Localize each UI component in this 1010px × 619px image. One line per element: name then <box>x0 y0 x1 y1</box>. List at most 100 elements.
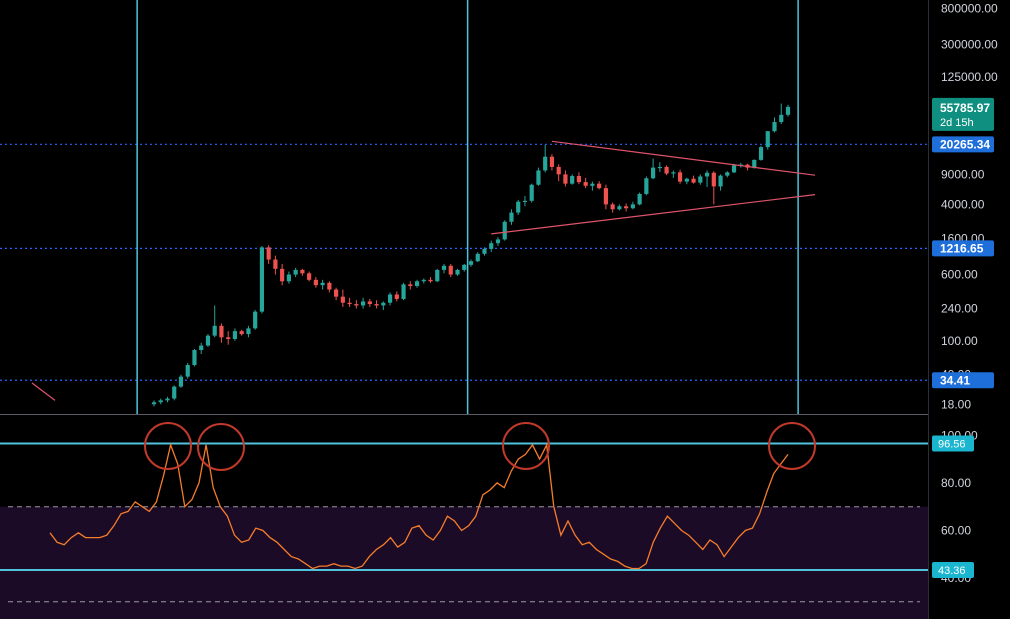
candle-33[interactable] <box>367 298 372 307</box>
candle-body <box>704 172 710 177</box>
candle-11[interactable] <box>219 323 224 343</box>
candle-64[interactable] <box>576 172 582 185</box>
candle-2[interactable] <box>158 398 163 405</box>
candle-31[interactable] <box>354 300 359 309</box>
candle-15[interactable] <box>246 325 251 338</box>
candle-17[interactable] <box>259 245 265 314</box>
candle-81[interactable] <box>691 175 696 184</box>
candle-54[interactable] <box>509 209 514 225</box>
candle-67[interactable] <box>597 181 602 190</box>
candle-77[interactable] <box>664 165 669 176</box>
candle-62[interactable] <box>563 170 568 187</box>
candle-46[interactable] <box>455 268 460 276</box>
candle-10[interactable] <box>212 305 217 338</box>
candle-51[interactable] <box>489 240 494 253</box>
candlestick-series[interactable] <box>151 103 791 407</box>
candle-4[interactable] <box>172 385 177 401</box>
candle-72[interactable] <box>630 201 635 210</box>
candle-3[interactable] <box>165 396 170 403</box>
candle-1[interactable] <box>151 400 157 407</box>
candle-26[interactable] <box>320 279 325 290</box>
candle-66[interactable] <box>590 181 595 191</box>
candle-19[interactable] <box>273 255 278 275</box>
candle-56[interactable] <box>522 196 528 207</box>
candle-16[interactable] <box>253 310 258 330</box>
candle-30[interactable] <box>347 297 352 307</box>
candle-35[interactable] <box>381 301 386 311</box>
candle-14[interactable] <box>239 329 244 336</box>
candle-76[interactable] <box>657 162 662 172</box>
candle-22[interactable] <box>293 267 298 278</box>
candle-5[interactable] <box>178 374 184 388</box>
candle-84[interactable] <box>711 171 716 205</box>
candle-40[interactable] <box>414 279 420 288</box>
candle-59[interactable] <box>543 144 548 173</box>
candle-36[interactable] <box>387 292 393 306</box>
candle-44[interactable] <box>441 263 447 274</box>
candle-85[interactable] <box>718 174 723 191</box>
candle-58[interactable] <box>536 167 541 186</box>
candle-53[interactable] <box>502 220 507 241</box>
candle-91[interactable] <box>758 145 764 161</box>
candle-50[interactable] <box>482 247 487 256</box>
candle-27[interactable] <box>327 281 332 293</box>
candle-13[interactable] <box>232 328 238 341</box>
candle-21[interactable] <box>286 271 291 284</box>
candle-95[interactable] <box>785 104 791 117</box>
candle-74[interactable] <box>644 176 649 196</box>
candle-68[interactable] <box>603 184 608 210</box>
candle-80[interactable] <box>684 177 689 185</box>
current-price-value: 55785.97 <box>940 101 990 115</box>
candle-93[interactable] <box>772 117 777 133</box>
candle-body <box>199 345 204 351</box>
candle-28[interactable] <box>334 287 339 301</box>
candle-37[interactable] <box>394 291 399 302</box>
candle-83[interactable] <box>704 170 710 187</box>
candle-71[interactable] <box>624 203 629 212</box>
candle-52[interactable] <box>495 237 501 246</box>
candle-43[interactable] <box>435 268 440 283</box>
candle-79[interactable] <box>677 169 683 184</box>
candle-23[interactable] <box>300 268 305 276</box>
candle-49[interactable] <box>475 252 480 263</box>
candle-65[interactable] <box>583 177 588 189</box>
candle-body <box>212 325 217 336</box>
candle-57[interactable] <box>529 183 534 203</box>
candle-94[interactable] <box>779 103 784 125</box>
candle-63[interactable] <box>570 174 575 185</box>
candle-55[interactable] <box>516 200 521 215</box>
candle-60[interactable] <box>549 154 555 171</box>
candle-34[interactable] <box>374 300 379 309</box>
candle-75[interactable] <box>651 158 656 180</box>
candle-45[interactable] <box>448 263 453 278</box>
price-level-tag-value: 1216.65 <box>940 241 984 255</box>
candle-42[interactable] <box>428 277 433 283</box>
candle-38[interactable] <box>401 282 406 301</box>
candle-6[interactable] <box>185 362 190 379</box>
candle-82[interactable] <box>698 174 703 185</box>
candle-61[interactable] <box>556 164 561 182</box>
candle-78[interactable] <box>671 170 676 178</box>
candle-20[interactable] <box>280 263 285 286</box>
candle-39[interactable] <box>408 281 413 290</box>
candle-9[interactable] <box>205 334 211 347</box>
candle-47[interactable] <box>462 263 467 272</box>
candle-29[interactable] <box>340 289 345 307</box>
trend-lines <box>31 140 816 401</box>
candle-48[interactable] <box>468 259 474 267</box>
candle-32[interactable] <box>360 297 366 309</box>
candle-41[interactable] <box>421 278 426 284</box>
candle-69[interactable] <box>610 202 615 213</box>
candle-25[interactable] <box>313 277 318 288</box>
candle-12[interactable] <box>226 331 231 345</box>
candle-8[interactable] <box>199 342 204 355</box>
candle-70[interactable] <box>617 204 622 211</box>
candle-24[interactable] <box>307 271 312 282</box>
candle-86[interactable] <box>725 171 730 178</box>
candle-18[interactable] <box>266 245 271 264</box>
candle-73[interactable] <box>637 192 642 206</box>
candle-7[interactable] <box>192 349 197 367</box>
candle-92[interactable] <box>765 131 770 150</box>
candle-body <box>239 331 244 335</box>
